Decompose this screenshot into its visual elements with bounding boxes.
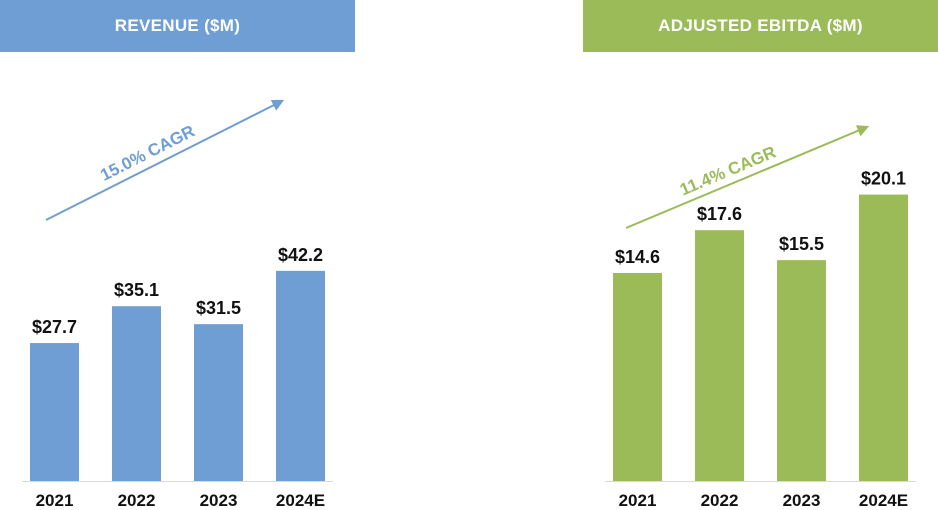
ebitda-value-label-2024E: $20.1 [861,169,906,189]
revenue-bar-2022 [112,306,161,481]
revenue-tick-2021: 2021 [36,491,74,510]
revenue-chart-title: REVENUE ($M) [0,0,355,52]
ebitda-cagr-arrow [625,125,870,229]
ebitda-bar-2024E [859,194,908,481]
revenue-tick-2023: 2023 [200,491,238,510]
ebitda-chart-title: ADJUSTED EBITDA ($M) [583,0,938,52]
revenue-bar-2021 [30,343,79,481]
revenue-value-label-2024E: $42.2 [278,245,323,265]
revenue-tick-2024E: 2024E [276,491,325,510]
ebitda-tick-2024E: 2024E [859,491,908,510]
ebitda-tick-2022: 2022 [701,491,739,510]
ebitda-value-label-2021: $14.6 [615,247,660,267]
revenue-value-label-2022: $35.1 [114,280,159,300]
ebitda-bar-2023 [777,260,826,481]
ebitda-bar-2022 [695,230,744,481]
ebitda-tick-2023: 2023 [783,491,821,510]
ebitda-value-label-2023: $15.5 [779,234,824,254]
ebitda-bar-2021 [613,272,662,481]
revenue-bar-2024E [276,270,325,481]
revenue-cagr-arrow [45,99,285,221]
revenue-value-label-2023: $31.5 [196,298,241,318]
revenue-bar-2023 [194,324,243,481]
ebitda-value-label-2022: $17.6 [697,204,742,224]
revenue-cagr-label: 15.0% CAGR [97,121,197,184]
revenue-tick-2022: 2022 [118,491,156,510]
revenue-value-label-2021: $27.7 [32,317,77,337]
ebitda-tick-2021: 2021 [619,491,657,510]
